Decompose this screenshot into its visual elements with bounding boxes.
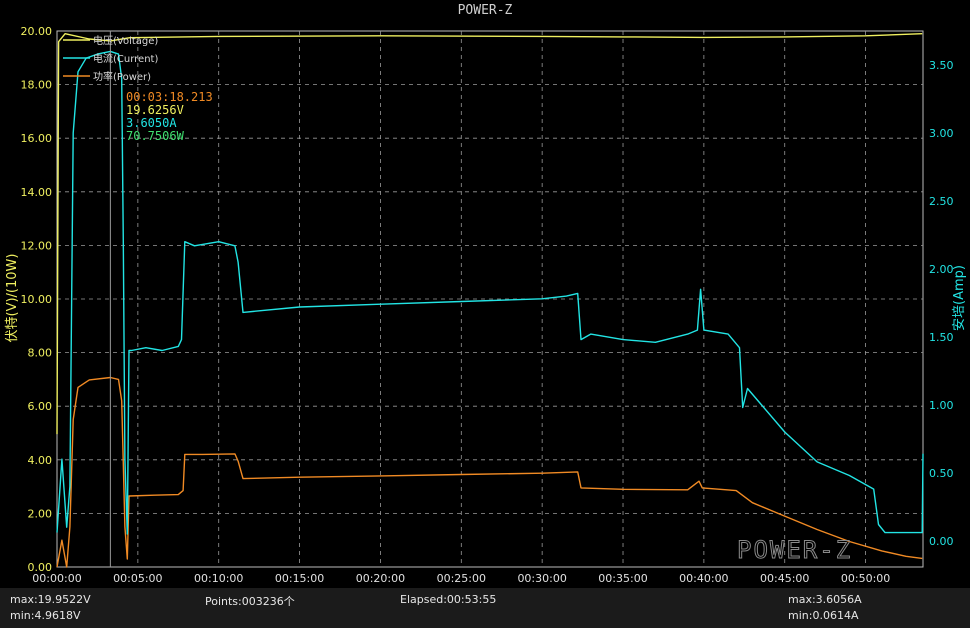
x-tick-label: 00:30:00 [517, 572, 566, 585]
x-tick-label: 00:50:00 [841, 572, 890, 585]
cursor-power: 70.7506W [126, 129, 185, 143]
series-line-current [56, 50, 924, 535]
watermark-logo: POWER-Z [737, 536, 852, 564]
y-right-tick-label: 2.50 [929, 195, 954, 208]
y-left-tick-label: 8.00 [28, 347, 53, 360]
legend-label: 电流(Current) [93, 52, 158, 65]
x-tick-label: 00:00:00 [32, 572, 81, 585]
legend-item[interactable]: 电流(Current) [63, 52, 158, 65]
legend-label: 电压(Voltage) [93, 34, 158, 47]
y-left-tick-label: 6.00 [28, 400, 53, 413]
chart-svg: POWER-Z 0.00 2.00 4.00 6.00 8.00 10.00 12.00 14… [5, 3, 967, 585]
max-current: max:3.6056A [788, 593, 862, 606]
x-tick-label: 00:35:00 [598, 572, 647, 585]
cursor-voltage: 19.6256V [126, 103, 184, 117]
cursor-current: 3.6050A [126, 116, 177, 130]
y-left-tick-label: 0.00 [28, 561, 53, 574]
y-right-tick-label: 1.00 [929, 399, 954, 412]
x-tick-label: 00:05:00 [113, 572, 162, 585]
y-left-tick-label: 4.00 [28, 454, 53, 467]
min-voltage: min:4.9618V [10, 609, 81, 622]
y-right-tick-label: 3.00 [929, 127, 954, 140]
chart-title: POWER-Z [458, 3, 513, 18]
x-tick-label: 00:45:00 [760, 572, 809, 585]
elapsed-time: Elapsed:00:53:55 [400, 593, 497, 606]
y-left-tick-label: 14.00 [21, 186, 53, 199]
series-line-power [56, 376, 923, 568]
y-axis-right-label: 安培(Amp) [951, 265, 967, 331]
y-right-tick-label: 1.50 [929, 331, 954, 344]
points-count: Points:003236个 [205, 595, 295, 608]
y-right-tick-label: 2.00 [929, 263, 954, 276]
max-voltage: max:19.9522V [10, 593, 91, 606]
series-layer [56, 33, 924, 568]
grid-lines [56, 30, 924, 568]
y-axis-right: 0.00 0.50 1.00 1.50 2.00 2.50 3.00 3.50 [929, 59, 954, 548]
x-tick-label: 00:40:00 [679, 572, 728, 585]
series-line-voltage [56, 33, 923, 435]
y-left-tick-label: 2.00 [28, 507, 53, 520]
y-right-tick-label: 3.50 [929, 59, 954, 72]
y-axis-left: 0.00 2.00 4.00 6.00 8.00 10.00 12.00 14.00 16.00… [21, 25, 53, 574]
y-left-tick-label: 10.00 [21, 293, 53, 306]
x-tick-label: 00:25:00 [437, 572, 486, 585]
legend-label: 功率(Power) [93, 70, 151, 83]
legend-item[interactable]: 电压(Voltage) [63, 34, 158, 47]
legend-item[interactable]: 功率(Power) [63, 70, 151, 83]
y-left-tick-label: 20.00 [21, 25, 53, 38]
y-left-tick-label: 18.00 [21, 79, 53, 92]
cursor-readout: 00:03:18.213 19.6256V 3.6050A 70.7506W [126, 90, 213, 143]
y-axis-left-label: 伏特(V)/(10W) [5, 254, 20, 343]
y-right-tick-label: 0.00 [929, 535, 954, 548]
y-left-tick-label: 16.00 [21, 132, 53, 145]
y-right-tick-label: 0.50 [929, 467, 954, 480]
x-tick-label: 00:15:00 [275, 572, 324, 585]
legend: 电压(Voltage) 电流(Current) 功率(Power) [63, 34, 158, 83]
x-tick-label: 00:10:00 [194, 572, 243, 585]
y-left-tick-label: 12.00 [21, 239, 53, 252]
min-current: min:0.0614A [788, 609, 859, 622]
x-tick-label: 00:20:00 [356, 572, 405, 585]
cursor-time: 00:03:18.213 [126, 90, 213, 104]
status-footer: max:19.9522V min:4.9618V Points:003236个 … [0, 588, 970, 628]
x-axis: 00:00:00 00:05:00 00:10:00 00:15:00 00:20:00… [32, 572, 890, 585]
